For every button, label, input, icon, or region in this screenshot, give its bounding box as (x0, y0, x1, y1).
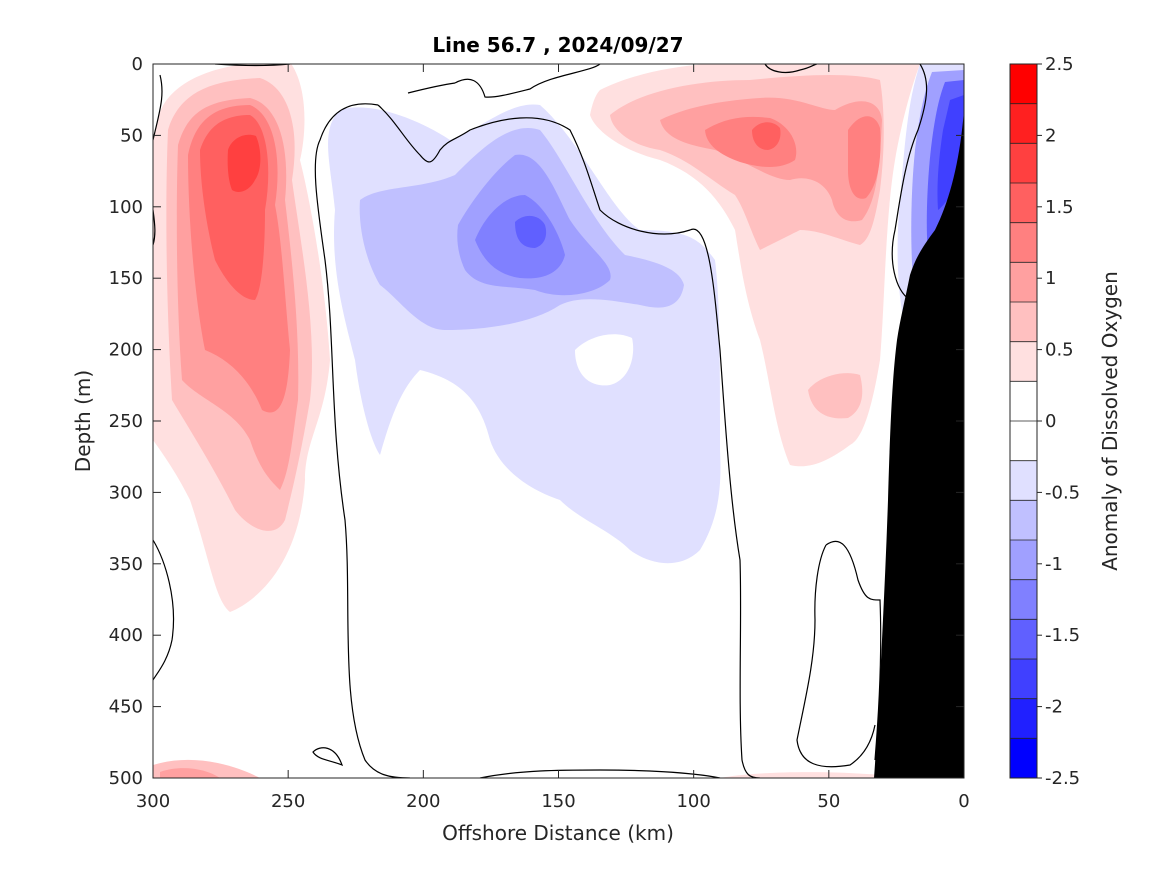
y-tick-label: 350 (109, 554, 143, 575)
x-tick-label: 200 (406, 791, 440, 812)
colorbar-swatch (1010, 500, 1037, 541)
colorbar-tick-label: 1 (1045, 268, 1056, 289)
anomaly-region-bottom-east (720, 772, 880, 778)
colorbar-swatch (1010, 262, 1037, 303)
x-tick-label: 250 (271, 791, 305, 812)
colorbar-swatch (1010, 460, 1037, 501)
colorbar-swatch (1010, 540, 1037, 581)
colorbar (1010, 64, 1037, 779)
y-tick-label: 500 (109, 768, 143, 789)
x-axis-label: Offshore Distance (km) (442, 821, 674, 845)
colorbar-tick-label: -1.5 (1045, 625, 1080, 646)
y-tick-label: 50 (120, 125, 143, 146)
y-tick-label: 100 (109, 197, 143, 218)
colorbar-swatch (1010, 579, 1037, 620)
colorbar-tick-label: 2 (1045, 125, 1056, 146)
colorbar-swatch (1010, 341, 1037, 382)
y-tick-label: 200 (109, 340, 143, 361)
y-tick-label: 0 (132, 54, 143, 75)
colorbar-tick-label: 0.5 (1045, 340, 1074, 361)
colorbar-swatch (1010, 64, 1037, 105)
y-tick-label: 400 (109, 625, 143, 646)
y-tick-label: 450 (109, 697, 143, 718)
colorbar-swatch (1010, 103, 1037, 144)
colorbar-tick-label: 1.5 (1045, 197, 1074, 218)
chart-title: Line 56.7 , 2024/09/27 (432, 33, 683, 57)
colorbar-tick-label: -1 (1045, 554, 1063, 575)
colorbar-tick-label: 2.5 (1045, 54, 1074, 75)
colorbar-swatch (1010, 619, 1037, 660)
y-tick-label: 150 (109, 268, 143, 289)
y-tick-label: 300 (109, 482, 143, 503)
colorbar-tick-label: -2 (1045, 697, 1063, 718)
anomaly-region-west-1.5 (227, 134, 261, 192)
y-axis-ticks: 0 50 100 150 200 250 300 350 400 450 500 (109, 54, 964, 789)
anomaly-region-bottom-west-b (160, 768, 220, 778)
colorbar-ticks: 2.5 2 1.5 1 0.5 0 -0.5 -1 -1.5 -2 -2.5 (1037, 54, 1080, 789)
anomaly-region-east-deep-0.5 (808, 373, 863, 419)
colorbar-swatch (1010, 659, 1037, 700)
x-tick-label: 50 (817, 791, 840, 812)
anomaly-region-east-1.25 (752, 122, 781, 150)
anomaly-region-east-1.0b (848, 116, 881, 199)
anomaly-hole-mid (575, 334, 634, 386)
colorbar-swatch (1010, 302, 1037, 343)
colorbar-tick-label: -0.5 (1045, 482, 1080, 503)
x-tick-label: 100 (676, 791, 710, 812)
colorbar-swatch (1010, 698, 1037, 739)
colorbar-swatch (1010, 143, 1037, 184)
contour-field (153, 64, 964, 778)
colorbar-tick-label: -2.5 (1045, 768, 1080, 789)
colorbar-tick-label: 0 (1045, 411, 1056, 432)
x-tick-label: 150 (541, 791, 575, 812)
x-axis-ticks: 300 250 200 150 100 50 0 (136, 64, 970, 812)
anomaly-region-mid-neg-1.25 (515, 215, 547, 248)
y-tick-label: 250 (109, 411, 143, 432)
colorbar-swatch (1010, 738, 1037, 779)
colorbar-swatch (1010, 421, 1037, 462)
bathymetry-mask (874, 110, 964, 778)
x-tick-label: 300 (136, 791, 170, 812)
colorbar-swatch (1010, 222, 1037, 263)
x-tick-label: 0 (958, 791, 969, 812)
colorbar-swatch (1010, 183, 1037, 224)
y-axis-label: Depth (m) (71, 370, 95, 472)
colorbar-label: Anomaly of Dissolved Oxygen (1098, 271, 1122, 571)
colorbar-swatch (1010, 381, 1037, 422)
